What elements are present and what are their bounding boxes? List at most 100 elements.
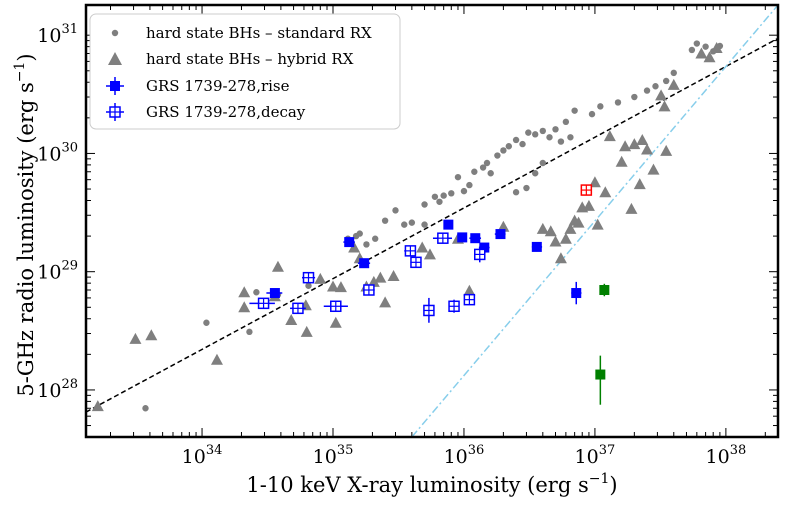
data-point-dot — [562, 118, 570, 126]
x-tick-label-exp: 35 — [337, 443, 354, 458]
data-point-dot — [597, 103, 604, 110]
y-tick-label-base: 10 — [37, 380, 61, 402]
data-point-open-square — [410, 256, 422, 269]
y-tick-label-exp: 31 — [61, 22, 78, 37]
x-tick-label-exp: 37 — [599, 443, 616, 458]
y-axis-title-main: 5-GHz radio luminosity (erg s — [14, 82, 38, 396]
y-axis-title-exponent: −1 — [12, 62, 28, 83]
data-point-dot — [631, 93, 638, 101]
y-tick-label-exp: 28 — [61, 377, 78, 392]
data-point-open-square — [580, 184, 593, 196]
data-point-open-square — [249, 297, 275, 310]
data-point-dot — [571, 107, 578, 114]
data-point-dot — [539, 127, 547, 135]
legend-label-decay: GRS 1739-278,decay — [146, 103, 306, 121]
x-axis-title-exponent: −1 — [589, 471, 610, 487]
data-point-open-square — [463, 293, 476, 306]
x-tick-label-base: 10 — [313, 446, 337, 468]
data-point-dot — [142, 405, 149, 412]
data-point-triangle — [582, 199, 595, 211]
y-tick-label-0: 1028 — [37, 377, 78, 402]
y-tick-label-base: 10 — [37, 262, 61, 284]
x-tick-label-exp: 38 — [730, 443, 747, 458]
data-point-dot — [305, 282, 312, 289]
data-point-open-square — [474, 246, 486, 263]
data-point-triangle — [129, 332, 142, 344]
data-point-dot — [512, 189, 520, 196]
x-tick-label-2: 1036 — [444, 443, 485, 468]
data-point-filled-square — [595, 355, 606, 405]
data-point-dot — [525, 129, 532, 136]
square-marker — [595, 369, 606, 380]
x-tick-label-exp: 36 — [468, 443, 485, 458]
data-point-triangle — [374, 271, 387, 283]
data-point-triangle — [641, 143, 654, 155]
data-point-triangle — [423, 248, 436, 260]
data-point-triangle — [633, 178, 646, 190]
data-point-triangle — [591, 218, 604, 230]
data-point-dot — [532, 131, 539, 138]
data-point-triangle — [238, 286, 251, 298]
data-point-dot — [203, 319, 210, 326]
data-point-triangle — [497, 220, 510, 232]
x-axis-title-main: 1-10 keV X-ray luminosity (erg s — [246, 473, 588, 497]
data-point-filled-square — [343, 237, 355, 248]
data-point-filled-square — [443, 219, 454, 230]
data-point-dot — [693, 40, 701, 47]
data-point-triangle — [667, 78, 680, 90]
data-point-filled-square — [266, 288, 283, 299]
y-tick-label-base: 10 — [37, 25, 61, 47]
y-tick-label-exp: 29 — [61, 259, 78, 274]
x-tick-label-exp: 34 — [206, 443, 223, 458]
y-axis-title-close: ) — [14, 53, 38, 61]
data-point-triangle — [554, 252, 567, 264]
square-marker — [571, 288, 582, 299]
series-0 — [142, 40, 724, 412]
data-point-dot — [356, 230, 363, 237]
data-point-triangle — [379, 296, 392, 308]
data-point-triangle — [599, 186, 612, 198]
data-point-triangle — [615, 155, 628, 167]
data-point-filled-square — [357, 258, 371, 269]
data-point-triangle — [625, 202, 638, 214]
data-point-dot — [448, 190, 455, 197]
square-marker — [344, 237, 355, 248]
legend-marker-standard-rx — [111, 29, 119, 37]
data-point-triangle — [285, 314, 298, 326]
square-marker — [495, 229, 506, 240]
data-point-triangle — [327, 280, 340, 292]
square-marker — [443, 219, 454, 230]
data-point-dot — [670, 69, 677, 77]
data-point-triangle — [660, 144, 673, 156]
data-point-dot — [483, 159, 491, 167]
data-point-dot — [614, 99, 622, 106]
data-point-dot — [479, 164, 487, 171]
data-point-dot — [371, 235, 379, 242]
data-point-triangle — [628, 138, 641, 150]
y-tick-label-exp: 30 — [61, 140, 78, 155]
data-point-dot — [702, 43, 709, 50]
legend-marker-decay — [106, 103, 124, 121]
data-point-dot — [500, 147, 507, 154]
data-point-triangle — [658, 100, 671, 112]
square-marker — [470, 233, 481, 244]
data-point-dot — [392, 207, 399, 214]
data-point-triangle — [334, 281, 347, 293]
data-point-triangle — [416, 241, 429, 253]
data-point-dot — [460, 187, 468, 195]
data-point-dot — [652, 83, 659, 90]
data-point-dot — [487, 170, 494, 177]
data-point-open-square — [404, 245, 417, 257]
data-point-triangle — [271, 260, 284, 272]
data-point-triangle — [549, 235, 562, 247]
x-tick-label-base: 10 — [706, 446, 730, 468]
data-point-triangle — [329, 316, 342, 328]
fit-line-hybrid-fit — [411, 5, 778, 437]
x-tick-label-0: 1034 — [182, 443, 223, 468]
y-tick-label-3: 1031 — [37, 22, 78, 47]
data-point-dot — [466, 181, 473, 189]
data-point-filled-square — [457, 232, 468, 243]
data-point-dot — [662, 77, 670, 85]
square-marker — [531, 241, 542, 252]
data-point-filled-square — [571, 281, 582, 305]
